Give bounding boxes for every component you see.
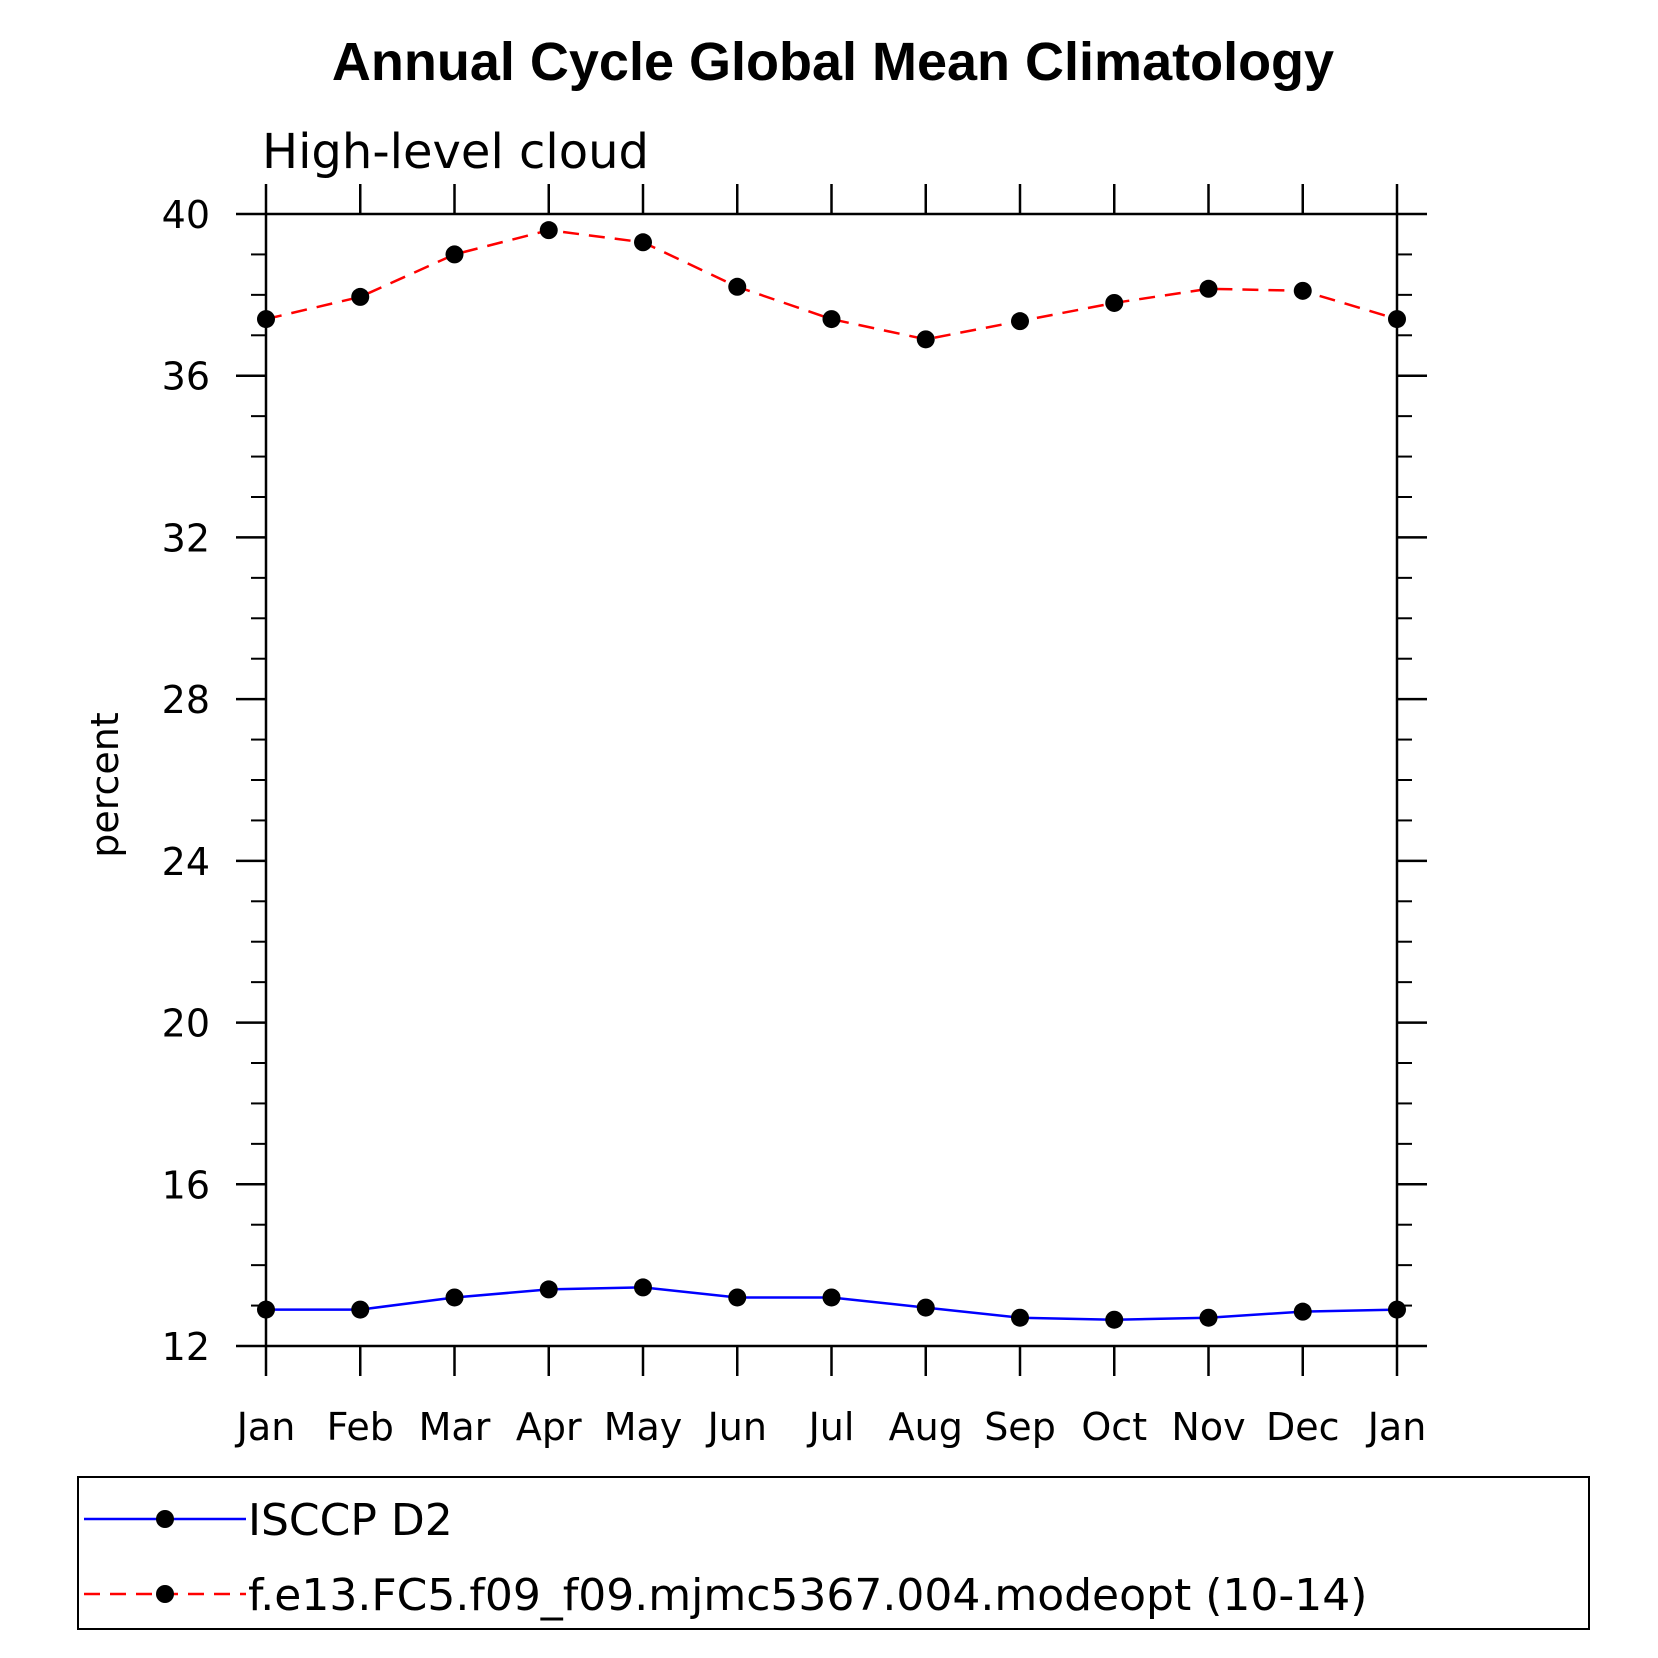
x-tick-label: Nov: [1171, 1405, 1245, 1449]
data-point: [1293, 1302, 1312, 1321]
x-tick-label: May: [604, 1405, 683, 1449]
legend: ISCCP D2 f.e13.FC5.f09_f09.mjmc5367.004.m…: [77, 1476, 1590, 1630]
y-tick-label: 32: [162, 516, 210, 560]
data-point: [445, 1288, 464, 1307]
y-tick-label: 20: [162, 1002, 210, 1046]
data-point: [351, 1300, 370, 1319]
y-tick-label: 28: [162, 678, 210, 722]
data-point: [351, 287, 370, 306]
data-point: [634, 233, 652, 252]
y-tick-label: 16: [162, 1163, 210, 1207]
y-tick-label: 24: [162, 840, 210, 884]
data-point: [916, 1298, 935, 1317]
data-point: [445, 245, 464, 264]
data-point: [1105, 1310, 1124, 1329]
x-tick-label: Jan: [1366, 1405, 1427, 1449]
x-tick-label: Jan: [235, 1405, 296, 1449]
data-point: [822, 1288, 841, 1307]
legend-marker: [156, 1510, 174, 1528]
chart-title: Annual Cycle Global Mean Climatology: [332, 32, 1334, 92]
y-tick-label: 12: [162, 1325, 210, 1369]
legend-marker: [156, 1585, 174, 1603]
data-point: [634, 1278, 652, 1297]
data-point: [916, 330, 935, 349]
plot-axes: 12 16 20 24 28 32 36 40 Jan Feb Mar Apr May Jun Jul Aug…: [162, 184, 1427, 1449]
chart-subtitle: High-level cloud: [262, 124, 649, 180]
series-2: [257, 221, 1406, 349]
x-tick-label: Apr: [516, 1405, 582, 1449]
x-tick-label: Jun: [706, 1405, 767, 1449]
data-point: [822, 310, 841, 329]
legend-box: [77, 1476, 1590, 1630]
data-point: [1199, 1308, 1218, 1327]
data-point: [1199, 279, 1218, 298]
y-tick-label: 40: [162, 193, 210, 237]
data-point: [1388, 310, 1406, 329]
x-tick-label: Jul: [807, 1405, 855, 1449]
legend-label: f.e13.FC5.f09_f09.mjmc5367.004.modeopt (…: [248, 1570, 1367, 1621]
series-1: [257, 1278, 1406, 1329]
data-point: [1011, 1308, 1029, 1327]
data-point: [728, 1288, 747, 1307]
data-point: [1293, 281, 1312, 300]
data-point: [1388, 1300, 1406, 1319]
data-point: [539, 1280, 558, 1299]
x-tick-label: Oct: [1081, 1405, 1147, 1449]
legend-label: ISCCP D2: [248, 1495, 453, 1546]
y-axis-label: percent: [83, 712, 127, 858]
x-tick-label: Feb: [327, 1405, 394, 1449]
data-point: [1011, 312, 1029, 331]
x-tick-label: Dec: [1266, 1405, 1340, 1449]
plot-frame: [264, 212, 1399, 1348]
data-point: [257, 310, 275, 329]
data-point: [539, 221, 558, 240]
data-point: [257, 1300, 275, 1319]
data-point: [1105, 293, 1124, 312]
data-point: [728, 277, 747, 296]
x-tick-label: Mar: [419, 1405, 491, 1449]
x-tick-label: Aug: [889, 1405, 963, 1449]
y-tick-label: 36: [162, 355, 210, 399]
series-layer: [257, 221, 1406, 1329]
x-tick-label: Sep: [984, 1405, 1056, 1449]
